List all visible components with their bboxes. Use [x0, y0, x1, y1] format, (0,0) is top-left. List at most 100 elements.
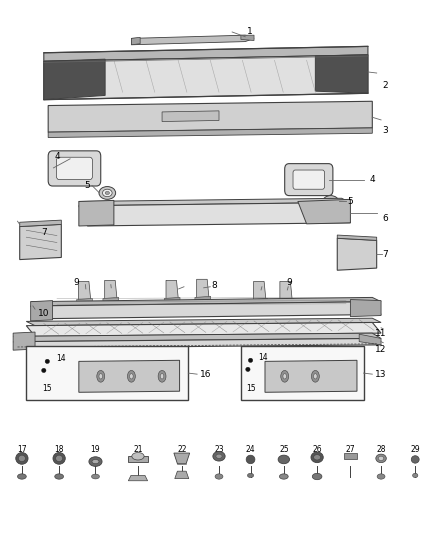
Ellipse shape [281, 370, 289, 382]
Text: 18: 18 [54, 446, 64, 454]
Text: 11: 11 [375, 329, 387, 338]
Polygon shape [44, 59, 105, 100]
Ellipse shape [246, 455, 255, 464]
Polygon shape [105, 280, 117, 300]
Text: 7: 7 [382, 250, 389, 259]
Ellipse shape [184, 107, 201, 120]
Polygon shape [175, 471, 189, 479]
Ellipse shape [318, 109, 322, 112]
Text: 5: 5 [85, 181, 91, 190]
Polygon shape [241, 35, 254, 41]
Ellipse shape [99, 374, 102, 379]
Polygon shape [44, 55, 368, 100]
Ellipse shape [321, 208, 331, 216]
Ellipse shape [311, 370, 319, 382]
Polygon shape [195, 296, 211, 304]
Polygon shape [315, 55, 368, 93]
Ellipse shape [232, 109, 241, 117]
Ellipse shape [92, 459, 99, 464]
Polygon shape [350, 300, 381, 317]
Ellipse shape [99, 187, 116, 199]
Ellipse shape [234, 111, 239, 115]
Ellipse shape [318, 205, 335, 219]
Polygon shape [13, 333, 381, 342]
Polygon shape [280, 281, 292, 301]
Ellipse shape [97, 370, 105, 382]
Polygon shape [48, 128, 372, 138]
Polygon shape [79, 198, 350, 206]
Polygon shape [44, 46, 368, 61]
Polygon shape [164, 297, 180, 305]
Polygon shape [26, 322, 381, 336]
Ellipse shape [89, 457, 102, 466]
Ellipse shape [191, 112, 195, 116]
Polygon shape [337, 238, 377, 270]
Ellipse shape [246, 367, 250, 372]
Ellipse shape [158, 370, 166, 382]
Ellipse shape [278, 455, 290, 464]
Ellipse shape [65, 112, 75, 120]
Polygon shape [79, 200, 114, 226]
Text: 10: 10 [38, 309, 49, 318]
Text: 21: 21 [133, 446, 143, 454]
Ellipse shape [127, 370, 135, 382]
Text: 9: 9 [286, 278, 292, 287]
Ellipse shape [314, 455, 321, 460]
Polygon shape [128, 475, 148, 481]
Ellipse shape [228, 106, 245, 120]
Ellipse shape [132, 453, 144, 460]
Polygon shape [166, 280, 178, 300]
Text: 25: 25 [279, 446, 289, 454]
Ellipse shape [267, 106, 285, 119]
Ellipse shape [45, 359, 49, 364]
Polygon shape [344, 453, 357, 459]
Ellipse shape [274, 110, 278, 114]
Ellipse shape [378, 456, 384, 461]
Text: 1: 1 [247, 28, 253, 36]
Ellipse shape [147, 112, 151, 116]
Text: 12: 12 [375, 345, 387, 353]
Ellipse shape [323, 196, 339, 207]
Ellipse shape [213, 451, 225, 461]
Ellipse shape [376, 454, 386, 463]
Polygon shape [48, 101, 372, 132]
Ellipse shape [283, 374, 286, 379]
Polygon shape [26, 318, 381, 326]
Ellipse shape [188, 110, 198, 117]
Ellipse shape [328, 65, 350, 82]
Ellipse shape [101, 108, 118, 122]
Bar [241, 346, 364, 400]
Text: 16: 16 [200, 370, 212, 378]
Ellipse shape [312, 473, 322, 480]
Text: 27: 27 [346, 446, 355, 454]
Ellipse shape [329, 200, 332, 203]
Ellipse shape [42, 368, 46, 373]
Text: 23: 23 [214, 446, 224, 454]
Text: 28: 28 [376, 446, 386, 454]
Polygon shape [31, 302, 381, 319]
Ellipse shape [144, 110, 154, 118]
Text: 4: 4 [370, 175, 375, 184]
Text: 5: 5 [347, 197, 353, 206]
Polygon shape [131, 35, 254, 45]
Text: 19: 19 [91, 446, 100, 454]
Ellipse shape [216, 454, 222, 458]
Text: 9: 9 [74, 278, 80, 287]
Ellipse shape [271, 109, 281, 116]
Ellipse shape [61, 72, 83, 89]
Polygon shape [278, 298, 294, 306]
Ellipse shape [323, 61, 356, 86]
Text: 14: 14 [57, 354, 66, 362]
Polygon shape [103, 297, 119, 305]
Text: 24: 24 [246, 446, 255, 454]
Bar [26, 346, 188, 400]
Text: 8: 8 [212, 281, 218, 290]
Polygon shape [197, 279, 209, 298]
Polygon shape [174, 453, 190, 464]
Ellipse shape [247, 473, 254, 478]
Ellipse shape [105, 111, 114, 118]
Text: 15: 15 [246, 384, 255, 392]
Polygon shape [254, 281, 266, 301]
Ellipse shape [18, 474, 26, 479]
FancyBboxPatch shape [293, 170, 325, 189]
